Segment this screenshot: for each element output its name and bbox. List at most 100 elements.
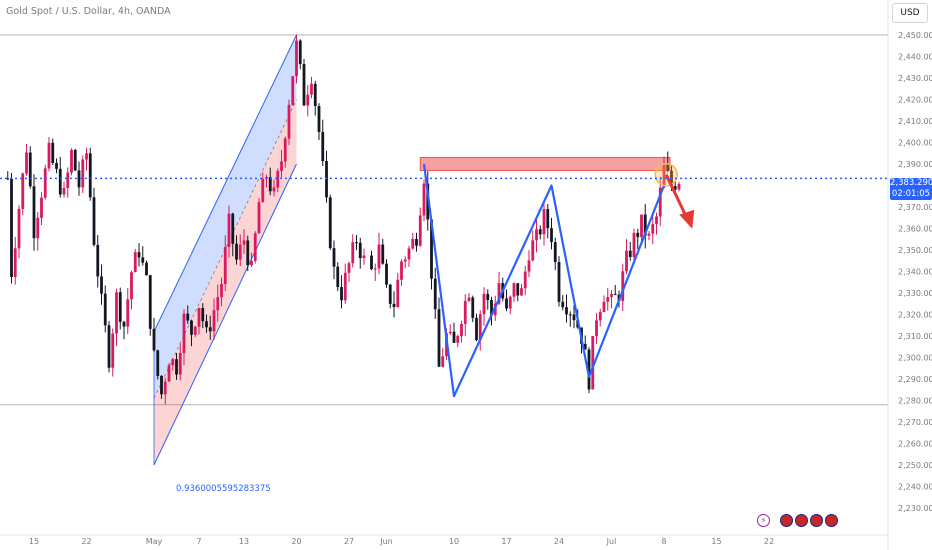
candle-body (598, 311, 602, 321)
candle-body (568, 314, 572, 316)
candle-body (351, 242, 355, 264)
candle-body (216, 297, 220, 311)
candle-body (471, 297, 475, 318)
us-flag-icon[interactable] (825, 514, 838, 527)
price-tick-label: 2,400.000 (898, 139, 932, 148)
price-tick-label: 2,330.000 (898, 289, 932, 298)
candle-body (107, 325, 111, 368)
candle-body (88, 153, 92, 198)
candle-body (55, 162, 58, 169)
us-flag-icon[interactable] (810, 514, 823, 527)
candle-body (182, 313, 186, 354)
candle-body (381, 244, 385, 264)
currency-selector[interactable]: USD (892, 3, 928, 23)
candle-body (246, 240, 250, 266)
candle-body (257, 202, 261, 234)
candle-body (160, 375, 163, 395)
candle-body (377, 244, 381, 269)
candle-body (490, 300, 493, 316)
candle-body (336, 266, 340, 288)
time-tick-label: 20 (291, 537, 301, 546)
candle-body (542, 209, 546, 235)
candle-body (613, 294, 617, 296)
time-tick-label: Jun (379, 537, 393, 546)
candlesticks (6, 34, 681, 405)
candle-body (40, 197, 43, 218)
candle-body (628, 250, 632, 257)
candle-body (227, 213, 231, 248)
candle-body (126, 299, 130, 327)
bar-countdown: 02:01:05 (891, 189, 931, 199)
candle-body (238, 244, 242, 260)
lightning-icon[interactable]: ⚡ (757, 514, 770, 527)
candle-body (610, 294, 613, 298)
candle-body (343, 272, 347, 301)
candle-body (287, 104, 291, 139)
time-axis: 15 22 May 7 13 20 27 Jun 10 17 24 Jul 8 15 22 (29, 537, 774, 546)
candle-body (411, 239, 415, 249)
candle-body (268, 177, 272, 192)
candle-body (272, 187, 276, 192)
candle-body (313, 83, 317, 107)
candle-body (280, 161, 283, 171)
candle-body (103, 293, 107, 326)
candle-body (133, 252, 137, 273)
candle-body (595, 320, 598, 337)
candle-body (553, 242, 557, 263)
candle-body (643, 214, 647, 236)
candle-body (527, 260, 531, 272)
candle-body (223, 247, 227, 285)
candle-body (276, 170, 280, 188)
candle-body (516, 283, 520, 296)
price-tick-label: 2,300.000 (898, 354, 932, 363)
us-flag-icon[interactable] (780, 514, 793, 527)
candle-body (306, 94, 310, 106)
candle-body (96, 244, 100, 277)
candle-body (167, 365, 171, 382)
candle-body (632, 232, 636, 257)
candle-body (448, 331, 452, 334)
candle-body (298, 40, 302, 65)
candle-body (523, 271, 527, 289)
candle-body (186, 313, 190, 321)
current-price-tag: 2,383.290 02:01:05 (890, 178, 932, 200)
candle-body (658, 187, 662, 217)
candle-body (231, 213, 235, 244)
candle-body (666, 164, 670, 171)
candle-body (190, 320, 193, 335)
candle-body (100, 276, 103, 294)
time-tick-label: 22 (764, 537, 774, 546)
candle-body (647, 233, 651, 236)
resistance-rect (419, 157, 671, 171)
candle-body (561, 301, 565, 308)
candle-body (538, 229, 542, 235)
time-tick-label: Jul (606, 537, 617, 546)
candle-body (486, 293, 490, 301)
candle-body (370, 255, 373, 270)
candle-body (193, 326, 197, 335)
candle-body (73, 149, 77, 171)
price-tick-label: 2,430.000 (898, 74, 932, 83)
price-tick-label: 2,320.000 (898, 311, 932, 320)
candle-body (92, 197, 96, 245)
candle-body (625, 250, 628, 272)
price-tick-label: 2,310.000 (898, 332, 932, 341)
candle-body (565, 307, 568, 315)
time-tick-label: 27 (344, 537, 354, 546)
zigzag-line (422, 163, 666, 398)
candle-body (340, 287, 343, 301)
time-tick-label: 7 (196, 537, 201, 546)
time-tick-label: 8 (661, 537, 666, 546)
candle-body (6, 178, 10, 180)
economic-events: ⚡ (757, 514, 838, 527)
candle-body (291, 76, 295, 105)
candle-body (13, 248, 17, 278)
price-tick-label: 2,290.000 (898, 375, 932, 384)
candle-body (467, 297, 471, 301)
candle-body (130, 272, 133, 300)
candle-body (452, 331, 456, 343)
us-flag-icon[interactable] (795, 514, 808, 527)
candle-body (201, 307, 205, 322)
candle-body (430, 219, 433, 279)
